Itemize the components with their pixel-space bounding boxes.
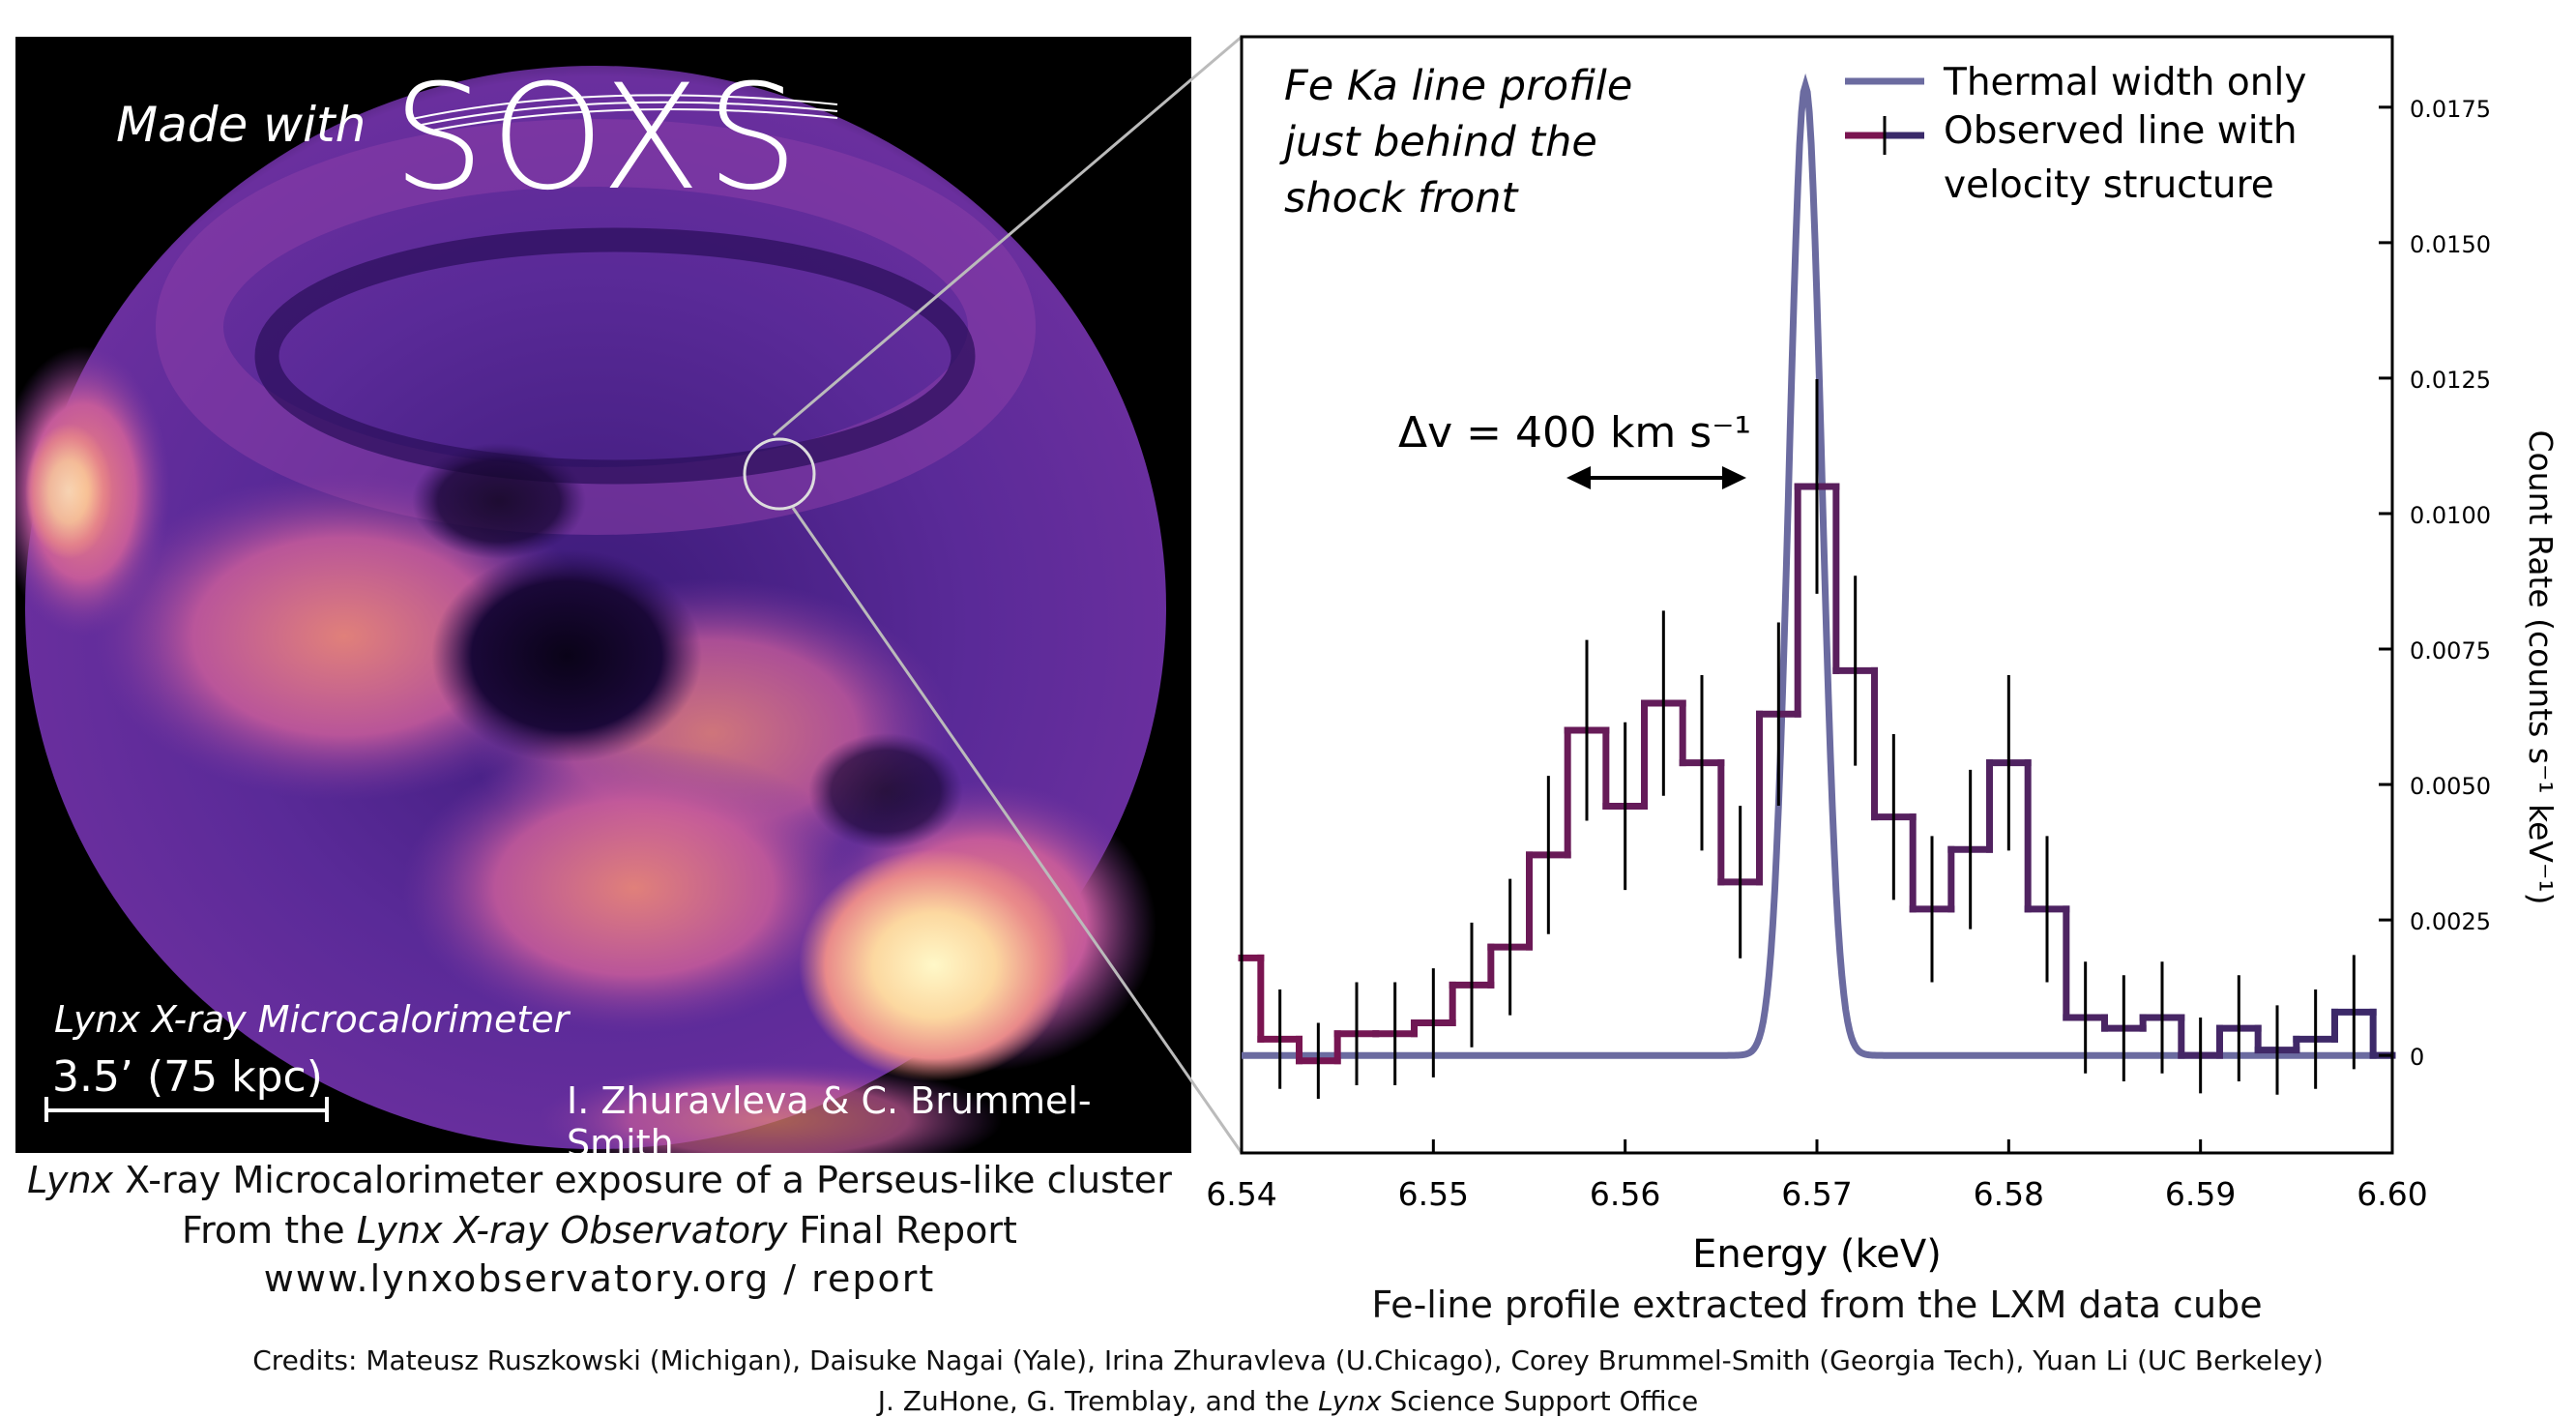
y-tick-label: 0.0025	[2410, 908, 2491, 935]
chart-title: Fe Ka line profile just behind the shock…	[1279, 62, 1632, 222]
region-circle	[743, 437, 816, 511]
report-url[interactable]: www.lynxobservatory.org / report	[263, 1257, 936, 1300]
y-tick-label: 0.0100	[2410, 502, 2491, 529]
x-tick-label: 6.55	[1398, 1175, 1469, 1213]
x-tick-label: 6.59	[2165, 1175, 2236, 1213]
made-with-label: Made with	[116, 97, 366, 153]
cluster-image	[15, 66, 1166, 1153]
legend-label-observed: Observed line with velocity structure	[1944, 109, 2309, 207]
y-tick-label: 0.0150	[2410, 231, 2491, 258]
legend: Thermal width only Observed line with ve…	[1845, 61, 2309, 207]
credits-text: Science Support Office	[1381, 1385, 1699, 1417]
logo-swoosh	[411, 94, 838, 132]
x-tick-label: 6.60	[2356, 1175, 2427, 1213]
scale-bar-tick-left	[44, 1097, 48, 1122]
instrument-label: Lynx X-ray Microcalorimeter	[54, 998, 570, 1041]
scale-bar	[46, 1108, 327, 1112]
caption-text: From the	[182, 1209, 357, 1252]
scale-bar-tick-right	[325, 1097, 329, 1122]
credits-text: J. ZuHone, G. Tremblay, and the	[877, 1385, 1319, 1417]
credits-line1: Credits: Mateusz Ruszkowski (Michigan), …	[252, 1344, 2324, 1376]
legend-label-thermal: Thermal width only	[1943, 61, 2306, 104]
y-axis-label: Count Rate (counts s⁻¹ keV⁻¹)	[2522, 430, 2560, 905]
x-tick-label: 6.56	[1590, 1175, 1660, 1213]
left-caption-line2: From the Lynx X-ray Observatory Final Re…	[0, 1209, 1199, 1252]
left-caption-line1: Lynx X-ray Microcalorimeter exposure of …	[0, 1159, 1199, 1201]
chart-title-line: shock front	[1284, 174, 1520, 222]
soxs-logo: SOXS	[393, 54, 805, 222]
scale-bar-label: 3.5’ (75 kpc)	[52, 1052, 323, 1102]
y-tick-label: 0	[2410, 1044, 2424, 1071]
arrow-head-right	[1722, 466, 1746, 489]
x-tick-label: 6.57	[1781, 1175, 1852, 1213]
y-tick-label: 0.0175	[2410, 96, 2491, 123]
x-tick-label: 6.58	[1974, 1175, 2044, 1213]
chart-title-line: just behind the	[1279, 118, 1597, 166]
chart-title-line: Fe Ka line profile	[1284, 62, 1632, 110]
y-tick-label: 0.0075	[2410, 637, 2491, 664]
caption-text: X-ray Microcalorimeter exposure of a Per…	[113, 1159, 1172, 1201]
x-tick-label: 6.54	[1206, 1175, 1276, 1213]
arrow-head-left	[1566, 466, 1591, 489]
y-tick-label: 0.0050	[2410, 773, 2491, 800]
y-tick-label: 0.0125	[2410, 367, 2491, 394]
simulation-image-panel: Made with SOXS Lynx X-ray Microcalorimet…	[15, 37, 1191, 1153]
x-axis-label: Energy (keV)	[1692, 1232, 1942, 1277]
authors-label: I. Zhuravleva & C. Brummel-Smith	[567, 1079, 1092, 1153]
credits-line2: J. ZuHone, G. Tremblay, and the Lynx Sci…	[0, 1385, 2576, 1417]
observatory-italic: Lynx X-ray Observatory	[356, 1209, 788, 1252]
velocity-annotation: Δv = 400 km s⁻¹	[1398, 408, 1751, 489]
lynx-italic: Lynx	[27, 1159, 114, 1201]
velocity-label: Δv = 400 km s⁻¹	[1398, 408, 1751, 458]
right-caption: Fe-line profile extracted from the LXM d…	[1371, 1284, 2262, 1326]
caption-text: Final Report	[787, 1209, 1017, 1252]
lynx-italic: Lynx	[1318, 1385, 1382, 1417]
